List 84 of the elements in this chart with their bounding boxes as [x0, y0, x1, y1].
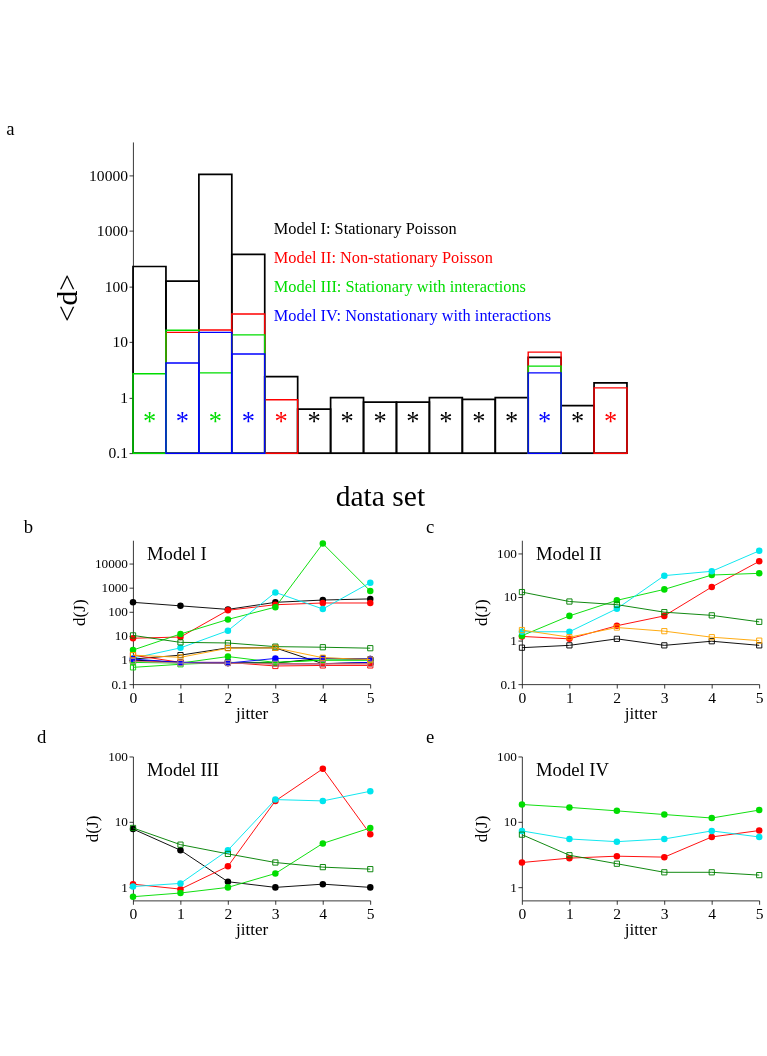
- y-tick-label: 10: [503, 814, 518, 830]
- text: Model III: Stationary with interactions: [273, 277, 526, 297]
- x-axis-title: jitter: [623, 920, 658, 940]
- y-axis-title: d(J): [69, 599, 89, 626]
- x-axis-title: jitter: [234, 703, 269, 723]
- x-tick-label: 0: [518, 688, 527, 706]
- x-tick-label: 5: [366, 688, 375, 706]
- x-tick-label: 5: [755, 904, 764, 922]
- annotation: *: [241, 405, 255, 436]
- y-tick-label: 100: [108, 604, 129, 620]
- y-tick-label: 100: [108, 748, 129, 764]
- x-tick-label: 1: [565, 904, 574, 922]
- y-tick-label: 1: [510, 879, 517, 895]
- x-tick-label: 4: [708, 688, 717, 706]
- chart-title: b: [23, 516, 34, 538]
- chart-title: d: [36, 725, 47, 747]
- y-tick-label: 0.1: [111, 676, 128, 692]
- y-tick-label: 10: [114, 628, 129, 644]
- x-tick-label: 5: [366, 904, 375, 922]
- y-axis-title: <d>: [50, 273, 83, 323]
- chart-title: a: [6, 118, 16, 140]
- y-tick-label: 10000: [94, 555, 129, 571]
- annotation: Model IV: [535, 759, 610, 781]
- x-tick-label: 5: [755, 688, 764, 706]
- y-tick-label: 1: [510, 632, 517, 648]
- x-tick-label: 1: [176, 904, 185, 922]
- annotation: *: [274, 405, 288, 436]
- annotation: *: [570, 405, 585, 436]
- y-tick-label: 1: [121, 652, 128, 668]
- chart-title: e: [425, 725, 435, 747]
- series-label: Model IV: Nonstationary with interactions: [273, 306, 552, 326]
- annotation: *: [142, 405, 157, 436]
- x-tick-label: 3: [660, 688, 669, 706]
- chart-title: c: [425, 516, 435, 538]
- annotation: *: [603, 405, 618, 436]
- y-tick-label: 10: [112, 333, 129, 351]
- y-tick-label: 1: [121, 879, 128, 895]
- x-tick-label: 2: [224, 904, 233, 922]
- x-tick-label: 2: [613, 904, 622, 922]
- x-tick-label: 2: [613, 688, 622, 706]
- annotation: *: [505, 405, 519, 436]
- annotation: Model II: [535, 542, 602, 564]
- y-tick-label: 100: [497, 545, 518, 561]
- x-tick-label: 3: [660, 904, 669, 922]
- x-tick-label: 4: [319, 688, 328, 706]
- y-tick-label: 1000: [96, 222, 129, 240]
- x-tick-label: 1: [565, 688, 574, 706]
- x-tick-label: 3: [271, 904, 280, 922]
- x-tick-label: 2: [224, 688, 233, 706]
- annotation: *: [175, 405, 190, 436]
- y-tick-label: 100: [104, 277, 129, 295]
- y-tick-label: 0.1: [108, 444, 128, 462]
- y-tick-label: 1: [120, 388, 128, 406]
- series-label: Model I: Stationary Poisson: [273, 218, 457, 238]
- x-tick-label: 0: [129, 904, 138, 922]
- y-tick-label: 100: [497, 748, 518, 764]
- annotation: *: [406, 405, 420, 436]
- x-axis-title: data set: [335, 480, 426, 513]
- y-axis-title: d(J): [83, 815, 103, 843]
- y-tick-label: 10: [503, 589, 518, 605]
- y-tick-label: 10: [114, 814, 129, 830]
- annotation: *: [373, 405, 387, 436]
- y-tick-label: 0.1: [500, 676, 517, 692]
- x-tick-label: 1: [176, 688, 185, 706]
- annotation: Model I: [147, 542, 207, 564]
- text: Model II: Non-stationary Poisson: [273, 248, 493, 268]
- x-tick-label: 4: [319, 904, 328, 922]
- x-tick-label: 3: [271, 688, 280, 706]
- annotation: *: [538, 405, 552, 436]
- y-axis-title: d(J): [471, 599, 491, 626]
- y-tick-label: 10000: [89, 166, 129, 184]
- x-tick-label: 0: [518, 904, 527, 922]
- x-tick-label: 4: [708, 904, 717, 922]
- annotation: *: [472, 405, 486, 436]
- annotation: *: [439, 405, 453, 436]
- y-axis-title: d(J): [471, 815, 491, 843]
- annotation: *: [208, 405, 222, 436]
- annotation: *: [340, 405, 354, 436]
- annotation: Model III: [147, 759, 220, 781]
- x-axis-title: jitter: [234, 920, 269, 940]
- x-axis-title: jitter: [623, 703, 658, 723]
- y-tick-label: 1000: [101, 579, 129, 595]
- x-tick-label: 0: [129, 688, 138, 706]
- annotation: *: [307, 405, 321, 436]
